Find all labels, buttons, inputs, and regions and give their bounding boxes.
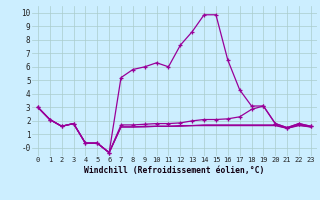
X-axis label: Windchill (Refroidissement éolien,°C): Windchill (Refroidissement éolien,°C) (84, 166, 265, 175)
